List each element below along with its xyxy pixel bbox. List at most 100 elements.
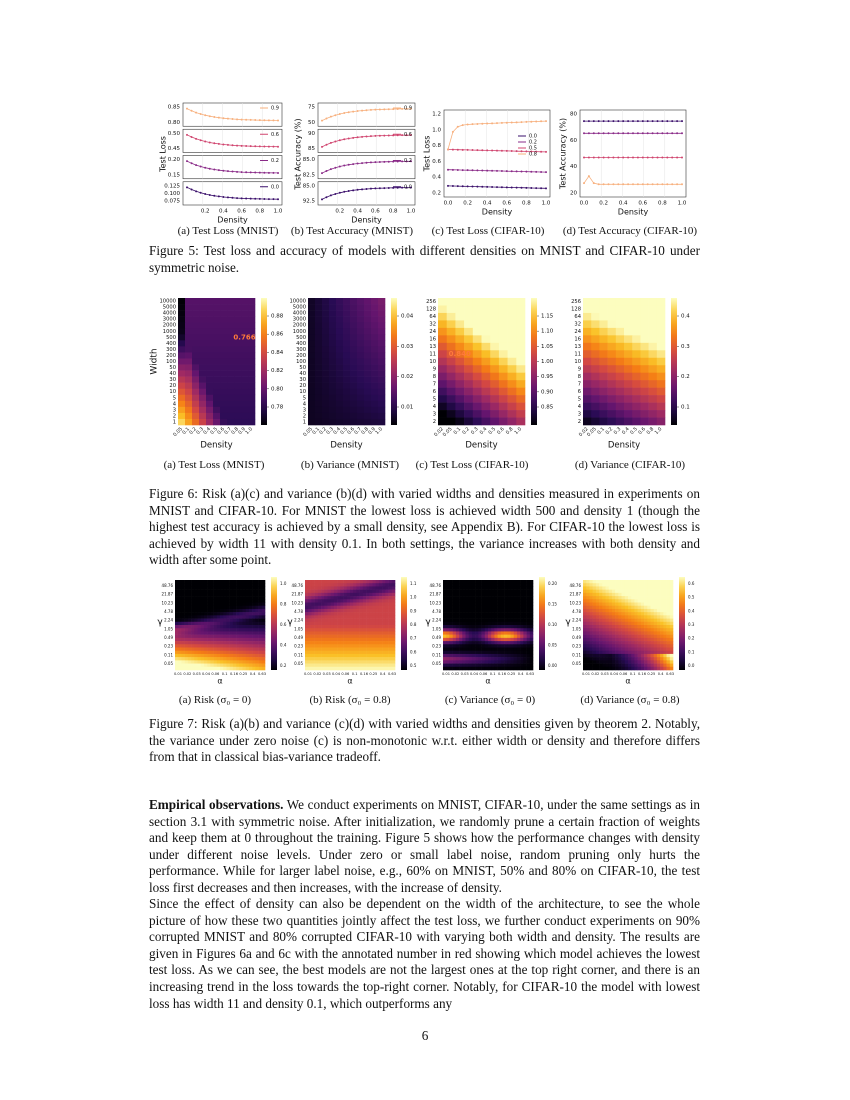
heatmap-cell — [446, 395, 456, 403]
heatmap-cell — [478, 631, 482, 635]
heatmap-cell — [203, 608, 208, 613]
heatmap-cell — [372, 628, 377, 632]
heatmap-cell — [611, 657, 616, 661]
heatmap-cell — [314, 592, 319, 597]
heatmap-cell — [510, 592, 515, 597]
heatmap-cell — [329, 394, 337, 402]
heatmap-cell — [317, 641, 322, 645]
heatmap-cell — [324, 580, 328, 584]
heatmap-cell — [333, 589, 338, 594]
heatmap-cell — [455, 615, 460, 619]
heatmap-cell — [308, 592, 312, 597]
heatmap-cell — [663, 653, 667, 658]
heatmap-cell — [350, 364, 358, 371]
heatmap-cell — [583, 357, 592, 366]
heatmap-cell — [203, 621, 208, 626]
heatmap-cell — [599, 357, 608, 366]
heatmap-cell — [494, 592, 498, 597]
heatmap-cell — [388, 637, 393, 642]
heatmap-cell — [446, 410, 456, 418]
heatmap-cell — [252, 596, 256, 600]
heatmap-cell — [611, 618, 616, 623]
heatmap-cell — [516, 592, 521, 597]
plot-frame — [182, 128, 283, 153]
heatmap-cell — [359, 618, 364, 623]
heatmap-cell — [624, 605, 629, 610]
heatmap-cell — [660, 612, 664, 616]
heatmap-cell — [327, 605, 332, 610]
heatmap-cell — [317, 586, 322, 590]
heatmap-cell — [640, 634, 645, 639]
heatmap-cell — [663, 650, 667, 655]
heatmap-cell — [513, 592, 518, 597]
y-tick-label: 4 — [173, 401, 177, 407]
heatmap-cell — [438, 350, 447, 359]
heatmap-cell — [640, 387, 649, 396]
heatmap-cell — [507, 592, 511, 597]
y-tick-label: 20 — [169, 383, 176, 389]
heatmap-cell — [455, 586, 460, 590]
heatmap-cell — [216, 599, 221, 603]
heatmap-cell — [449, 663, 453, 668]
heatmap-cell — [234, 358, 242, 365]
heatmap-cell — [516, 653, 521, 658]
heatmap-cell — [184, 589, 189, 594]
heatmap-cell — [637, 657, 642, 661]
heatmap-cell — [628, 663, 632, 668]
heatmap-cell — [471, 592, 476, 597]
colorbar-label: 0.03 — [401, 344, 414, 350]
heatmap-cell — [229, 599, 234, 603]
heatmap-cell — [595, 580, 600, 584]
heatmap-cell — [632, 372, 641, 381]
colorbar-label: 0.2 — [280, 663, 287, 668]
heatmap-cell — [239, 618, 243, 623]
x-axis-label: Density — [217, 216, 248, 225]
heatmap-cell — [443, 580, 447, 584]
heatmap-cell — [507, 647, 511, 652]
heatmap-cell — [608, 618, 613, 623]
heatmap-cell — [621, 599, 626, 603]
heatmap-cell — [599, 634, 603, 639]
colorbar-label: 0.3 — [681, 344, 690, 350]
heatmap-cell — [653, 602, 658, 607]
heatmap-cell — [327, 657, 332, 661]
heatmap-cell — [317, 647, 322, 652]
heatmap-cell — [478, 660, 482, 664]
heatmap-cell — [523, 625, 527, 629]
heatmap-cell — [220, 660, 224, 664]
subfigure-caption: (a) Test Loss (MNIST) — [178, 225, 279, 237]
heatmap-cell — [311, 625, 315, 629]
heatmap-cell — [523, 641, 527, 645]
heatmap-cell — [621, 644, 626, 648]
heatmap-cell — [484, 625, 489, 629]
heatmap-cell — [346, 631, 351, 635]
heatmap-cell — [346, 641, 351, 645]
heatmap-cell — [314, 666, 319, 671]
heatmap-cell — [308, 599, 312, 603]
heatmap-cell — [446, 583, 450, 587]
heatmap-cell — [185, 400, 193, 408]
heatmap-cell — [197, 631, 202, 635]
heatmap-cell — [634, 592, 638, 597]
heatmap-cell — [315, 400, 323, 408]
heatmap-cell — [200, 602, 205, 607]
heatmap-cell — [258, 592, 263, 597]
heatmap-cell — [369, 647, 373, 652]
heatmap-cell — [471, 621, 476, 626]
heatmap-cell — [497, 631, 502, 635]
heatmap-cell — [236, 612, 240, 616]
heatmap-cell — [357, 406, 365, 414]
heatmap-cell — [523, 583, 527, 587]
heatmap-cell — [200, 618, 205, 623]
heatmap-cell — [207, 663, 211, 668]
heatmap-cell — [611, 602, 616, 607]
heatmap-cell — [181, 644, 185, 648]
subfigure-caption: (d) Variance (σ₀ = 0.8) — [580, 694, 679, 706]
subfigure-caption: (d) Variance (CIFAR-10) — [575, 459, 686, 471]
heatmap-cell — [455, 647, 460, 652]
heatmap-cell — [181, 621, 185, 626]
heatmap-cell — [615, 608, 619, 613]
heatmap-cell — [213, 647, 218, 652]
colorbar-label: 0.80 — [271, 386, 284, 392]
heatmap-cell — [187, 580, 192, 584]
